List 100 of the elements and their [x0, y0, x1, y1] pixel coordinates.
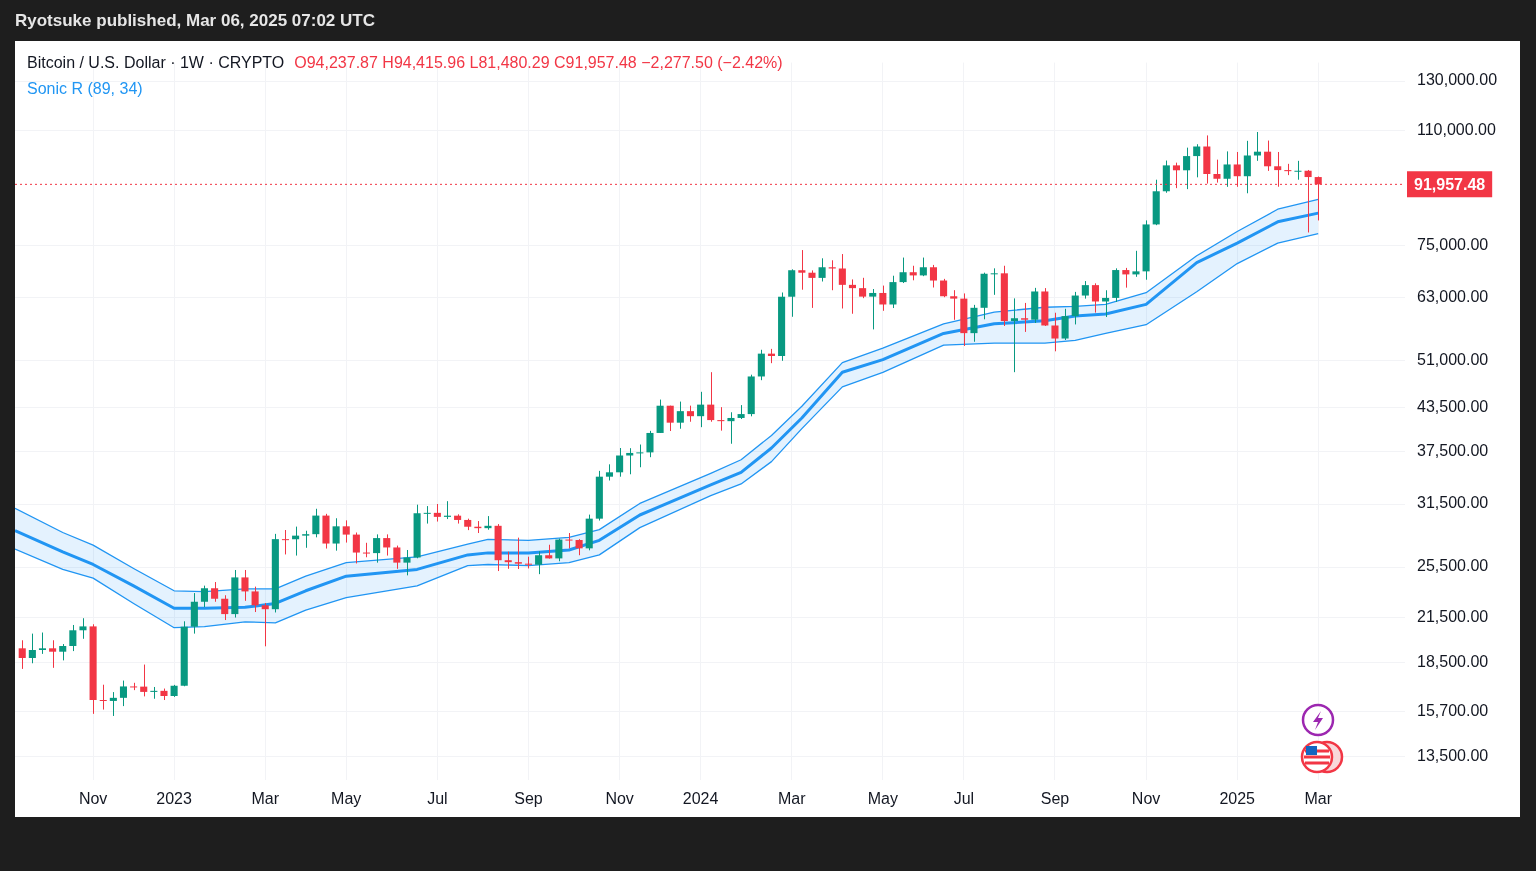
candlestick — [535, 550, 543, 575]
x-tick-label: Sep — [514, 790, 543, 808]
candlestick — [352, 532, 360, 564]
candlestick — [1294, 160, 1302, 181]
candlestick — [636, 444, 644, 468]
x-tick-label: May — [331, 790, 362, 808]
candlestick — [200, 585, 209, 608]
y-tick-label: 110,000.00 — [1417, 121, 1496, 139]
candlestick — [1183, 147, 1191, 190]
candlestick — [140, 664, 148, 697]
candlestick — [1223, 150, 1231, 188]
candlestick — [1284, 163, 1292, 176]
candlestick — [555, 538, 563, 562]
x-tick-label: Jul — [427, 790, 448, 808]
candlestick — [332, 517, 340, 552]
candlestick — [1061, 308, 1069, 341]
candlestick — [1132, 250, 1140, 278]
candlestick — [1243, 140, 1251, 194]
candlestick — [1122, 267, 1130, 289]
annotation: O94,237.87 H94,415.96 L81,480.29 C91,957.48 −2,277.50 (−2.42%) — [294, 54, 783, 71]
text: Sonic R (89, 34) — [27, 80, 143, 97]
candlestick — [929, 264, 938, 288]
y-tick-label: 15,700.00 — [1417, 702, 1489, 720]
y-tick-label: 75,000.00 — [1417, 235, 1489, 253]
candlestick — [879, 285, 887, 312]
y-tick-label: 21,500.00 — [1417, 608, 1489, 626]
candlestick — [99, 684, 107, 711]
candlestick — [514, 537, 522, 570]
candlestick — [362, 542, 371, 558]
candlestick — [676, 401, 684, 430]
x-tick-label: 2024 — [682, 790, 719, 808]
ref-line-label: 91,957.48 — [1414, 175, 1486, 193]
candlestick — [221, 594, 229, 621]
y-tick-label: 51,000.00 — [1417, 350, 1489, 368]
candlestick — [919, 257, 927, 277]
candlestick — [1264, 140, 1272, 172]
candlestick — [109, 691, 117, 717]
candlestick — [757, 349, 765, 381]
x-tick-label: Nov — [605, 790, 634, 808]
x-tick-label: Sep — [1040, 790, 1070, 808]
candlestick — [261, 602, 269, 647]
candlestick — [1051, 312, 1059, 352]
candlestick — [859, 277, 867, 299]
candlestick — [1010, 297, 1019, 373]
candlestick — [798, 249, 806, 291]
candlestick — [241, 569, 249, 602]
candlestick — [79, 617, 87, 640]
candlestick — [666, 405, 674, 432]
chart-title: Ryotsuke published, Mar 06, 2025 07:02 UTC — [15, 11, 375, 31]
candlestick — [940, 278, 948, 298]
candlestick — [281, 529, 290, 555]
x-tick-label: Mar — [777, 790, 807, 808]
candlestick — [646, 430, 654, 458]
candlestick — [828, 259, 836, 291]
candlestick — [49, 639, 57, 669]
y-tick-label: 31,500.00 — [1417, 494, 1489, 512]
candlestick — [373, 533, 381, 564]
candlestick — [1071, 291, 1079, 325]
candlestick — [1213, 159, 1221, 184]
x-tick-label: Mar — [1304, 790, 1333, 808]
candlestick — [616, 447, 624, 478]
x-tick-label: 2025 — [1219, 790, 1256, 808]
chart-subtitle: Bitcoin / U.S. Dollar · 1W · CRYPTO — [27, 54, 285, 71]
candlestick — [899, 257, 907, 284]
y-tick-label: 63,000.00 — [1417, 287, 1489, 305]
candlestick — [950, 289, 958, 321]
candlestick — [848, 278, 857, 315]
x-tick-label: Nov — [78, 790, 108, 808]
y-tick-label: 25,500.00 — [1417, 557, 1489, 575]
candlestick — [889, 275, 897, 309]
x-tick-label: Nov — [1131, 790, 1161, 808]
candlestick — [626, 447, 634, 475]
y-tick-label: 130,000.00 — [1417, 71, 1498, 89]
candlestick — [251, 586, 259, 613]
candlestick — [18, 639, 26, 670]
candlestick — [565, 532, 573, 549]
candlestick — [1091, 282, 1100, 314]
candlestick — [403, 549, 411, 576]
candlestick — [707, 371, 715, 423]
candlestick — [211, 581, 219, 603]
x-tick-label: Mar — [251, 790, 280, 808]
candlestick — [423, 505, 431, 525]
candlestick — [393, 545, 401, 570]
candlestick — [808, 269, 816, 309]
candlestick — [1021, 302, 1029, 333]
y-tick-label: 18,500.00 — [1417, 653, 1489, 671]
y-tick-label: 43,500.00 — [1417, 398, 1489, 416]
x-tick-label: May — [867, 790, 898, 808]
candlestick — [727, 411, 735, 445]
candlestick — [990, 267, 998, 296]
x-tick-label: Jul — [953, 790, 975, 808]
candlestick — [342, 519, 350, 544]
candlestick — [312, 508, 320, 538]
candlestick — [119, 680, 128, 707]
candlestick — [869, 288, 877, 330]
candlestick — [838, 253, 846, 309]
candlestick — [69, 624, 77, 652]
candlestick — [28, 633, 36, 664]
candlestick — [38, 632, 47, 655]
candlestick — [697, 391, 705, 428]
